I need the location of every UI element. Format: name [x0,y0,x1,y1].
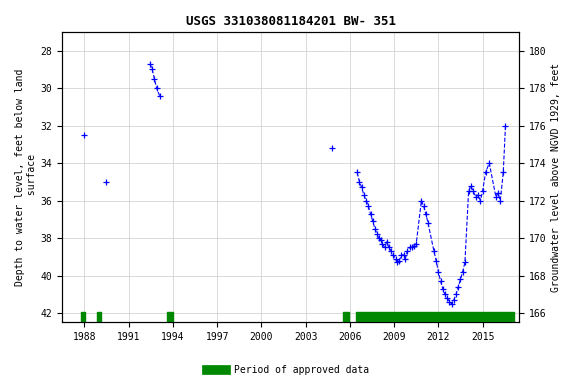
Title: USGS 331038081184201 BW- 351: USGS 331038081184201 BW- 351 [186,15,396,28]
Legend: Period of approved data: Period of approved data [203,361,373,379]
Y-axis label: Groundwater level above NGVD 1929, feet: Groundwater level above NGVD 1929, feet [551,63,561,292]
Y-axis label: Depth to water level, feet below land
 surface: Depth to water level, feet below land su… [15,68,37,286]
